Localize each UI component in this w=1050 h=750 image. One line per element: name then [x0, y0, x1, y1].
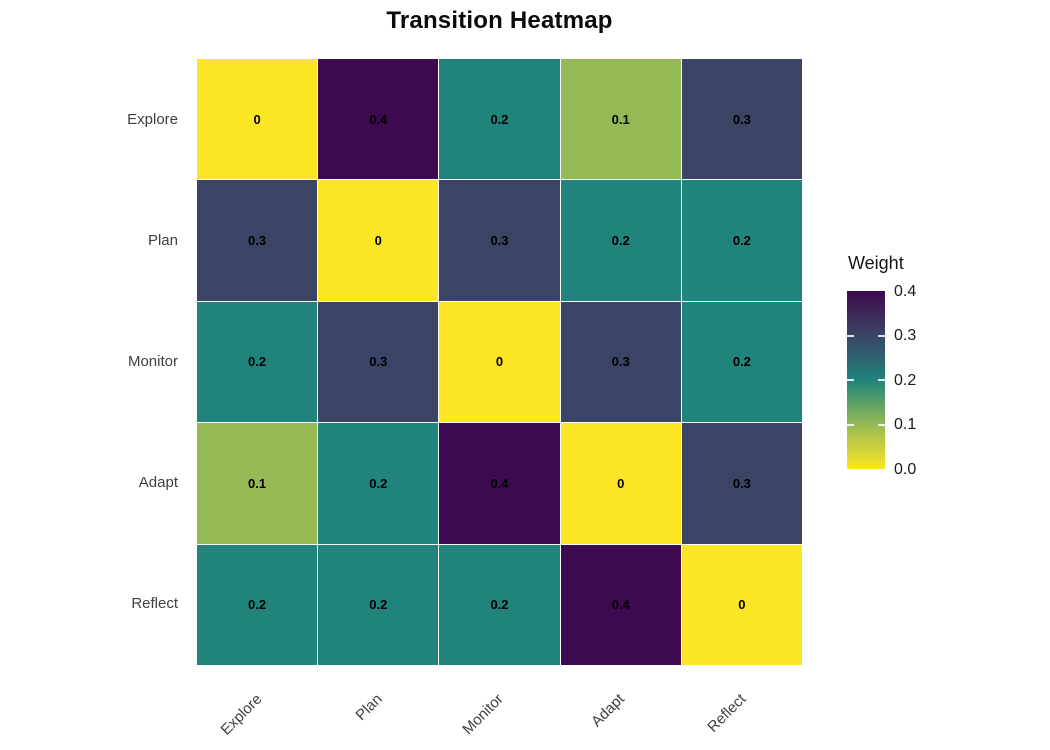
cell-value-label: 0 [738, 597, 746, 613]
heatmap-cell-explore-adapt: 0.1 [559, 57, 682, 181]
chart-title: Transition Heatmap [386, 7, 613, 34]
heatmap-cell-explore-reflect: 0.3 [680, 57, 803, 181]
heatmap-cell-explore-plan: 0.4 [317, 57, 440, 181]
heatmap-cell-adapt-adapt: 0 [559, 422, 682, 545]
x-axis-label-monitor: Monitor [459, 690, 508, 739]
cell-value-label: 0 [374, 233, 382, 249]
heatmap-cell-plan-monitor: 0.3 [438, 179, 561, 302]
y-axis-label-adapt: Adapt [138, 474, 178, 492]
y-axis-label-reflect: Reflect [131, 595, 178, 613]
heatmap-cell-plan-reflect: 0.2 [680, 179, 803, 302]
heatmap-cell-monitor-adapt: 0.3 [559, 300, 682, 424]
cell-value-label: 0.2 [490, 111, 509, 127]
cell-value-label: 0.4 [369, 111, 388, 127]
cell-value-label: 0.2 [732, 233, 751, 249]
x-axis-label-reflect: Reflect [704, 690, 750, 736]
cell-value-label: 0.2 [369, 597, 388, 613]
colorbar-tick-mark [847, 379, 854, 381]
cell-value-label: 0.2 [369, 475, 388, 491]
cell-value-label: 0.1 [248, 475, 267, 491]
x-axis-label-plan: Plan [352, 690, 387, 724]
cell-value-label: 0.3 [732, 111, 751, 127]
cell-value-label: 0.3 [248, 233, 267, 249]
cell-value-label: 0.4 [611, 597, 630, 613]
cell-value-label: 0.2 [611, 233, 630, 249]
heatmap-cell-monitor-monitor: 0 [438, 300, 561, 424]
cell-value-label: 0.1 [611, 111, 630, 127]
y-axis-label-monitor: Monitor [127, 353, 178, 370]
heatmap-cell-monitor-plan: 0.3 [317, 300, 440, 424]
cell-value-label: 0.3 [611, 354, 630, 370]
heatmap-cell-reflect-monitor: 0.2 [438, 543, 561, 667]
legend-tick-label: 0.2 [894, 371, 917, 389]
cell-value-label: 0.2 [248, 354, 267, 370]
x-axis-label-explore: Explore [217, 690, 266, 739]
cell-value-label: 0.3 [369, 354, 388, 370]
y-axis-label-plan: Plan [147, 231, 178, 249]
cell-value-label: 0.4 [490, 475, 509, 491]
cell-value-label: 0.2 [490, 597, 509, 613]
cell-value-label: 0 [617, 475, 625, 491]
colorbar-tick-mark [878, 379, 885, 381]
x-axis-label-adapt: Adapt [588, 690, 629, 731]
colorbar-tick-mark [847, 423, 854, 426]
heatmap-cell-adapt-monitor: 0.4 [438, 422, 561, 545]
heatmap-cell-reflect-explore: 0.2 [195, 543, 319, 667]
heatmap-cell-monitor-explore: 0.2 [195, 300, 319, 424]
heatmap-cell-plan-adapt: 0.2 [559, 179, 682, 302]
heatmap-cell-plan-explore: 0.3 [195, 179, 319, 302]
heatmap-cell-adapt-reflect: 0.3 [680, 422, 803, 545]
heatmap-cell-adapt-explore: 0.1 [195, 422, 319, 545]
heatmap-cell-monitor-reflect: 0.2 [680, 300, 803, 424]
heatmap-cell-adapt-plan: 0.2 [317, 422, 440, 545]
cell-value-label: 0.3 [732, 475, 751, 491]
colorbar-tick-mark [878, 334, 885, 337]
heatmap-cell-plan-plan: 0 [317, 179, 440, 302]
heatmap-grid: 0 0.4 0.2 0.1 0.3 0.3 0 0.3 0.2 0.2 0.2 0.3 0 0.3 0.2 0… [195, 57, 803, 667]
legend-tick-label: 0.4 [894, 282, 917, 300]
heatmap-cell-reflect-reflect: 0 [680, 543, 803, 667]
cell-value-label: 0.2 [732, 354, 751, 370]
legend-tick-label: 0.0 [894, 460, 917, 478]
cell-value-label: 0.2 [248, 597, 267, 613]
heatmap-cell-explore-monitor: 0.2 [438, 57, 561, 181]
heatmap-cell-reflect-adapt: 0.4 [559, 543, 682, 667]
legend-tick-label: 0.1 [894, 416, 917, 433]
y-axis-label-explore: Explore [127, 110, 178, 128]
cell-value-label: 0 [495, 354, 504, 370]
heatmap-cell-reflect-plan: 0.2 [317, 543, 440, 667]
cell-value-label: 0.3 [490, 233, 509, 249]
heatmap-cell-explore-explore: 0 [195, 57, 319, 181]
colorbar-tick-mark [847, 334, 854, 337]
colorbar-tick-mark [878, 423, 885, 426]
legend-title: Weight [848, 253, 904, 273]
cell-value-label: 0 [253, 111, 261, 127]
legend-tick-label: 0.3 [894, 327, 917, 344]
